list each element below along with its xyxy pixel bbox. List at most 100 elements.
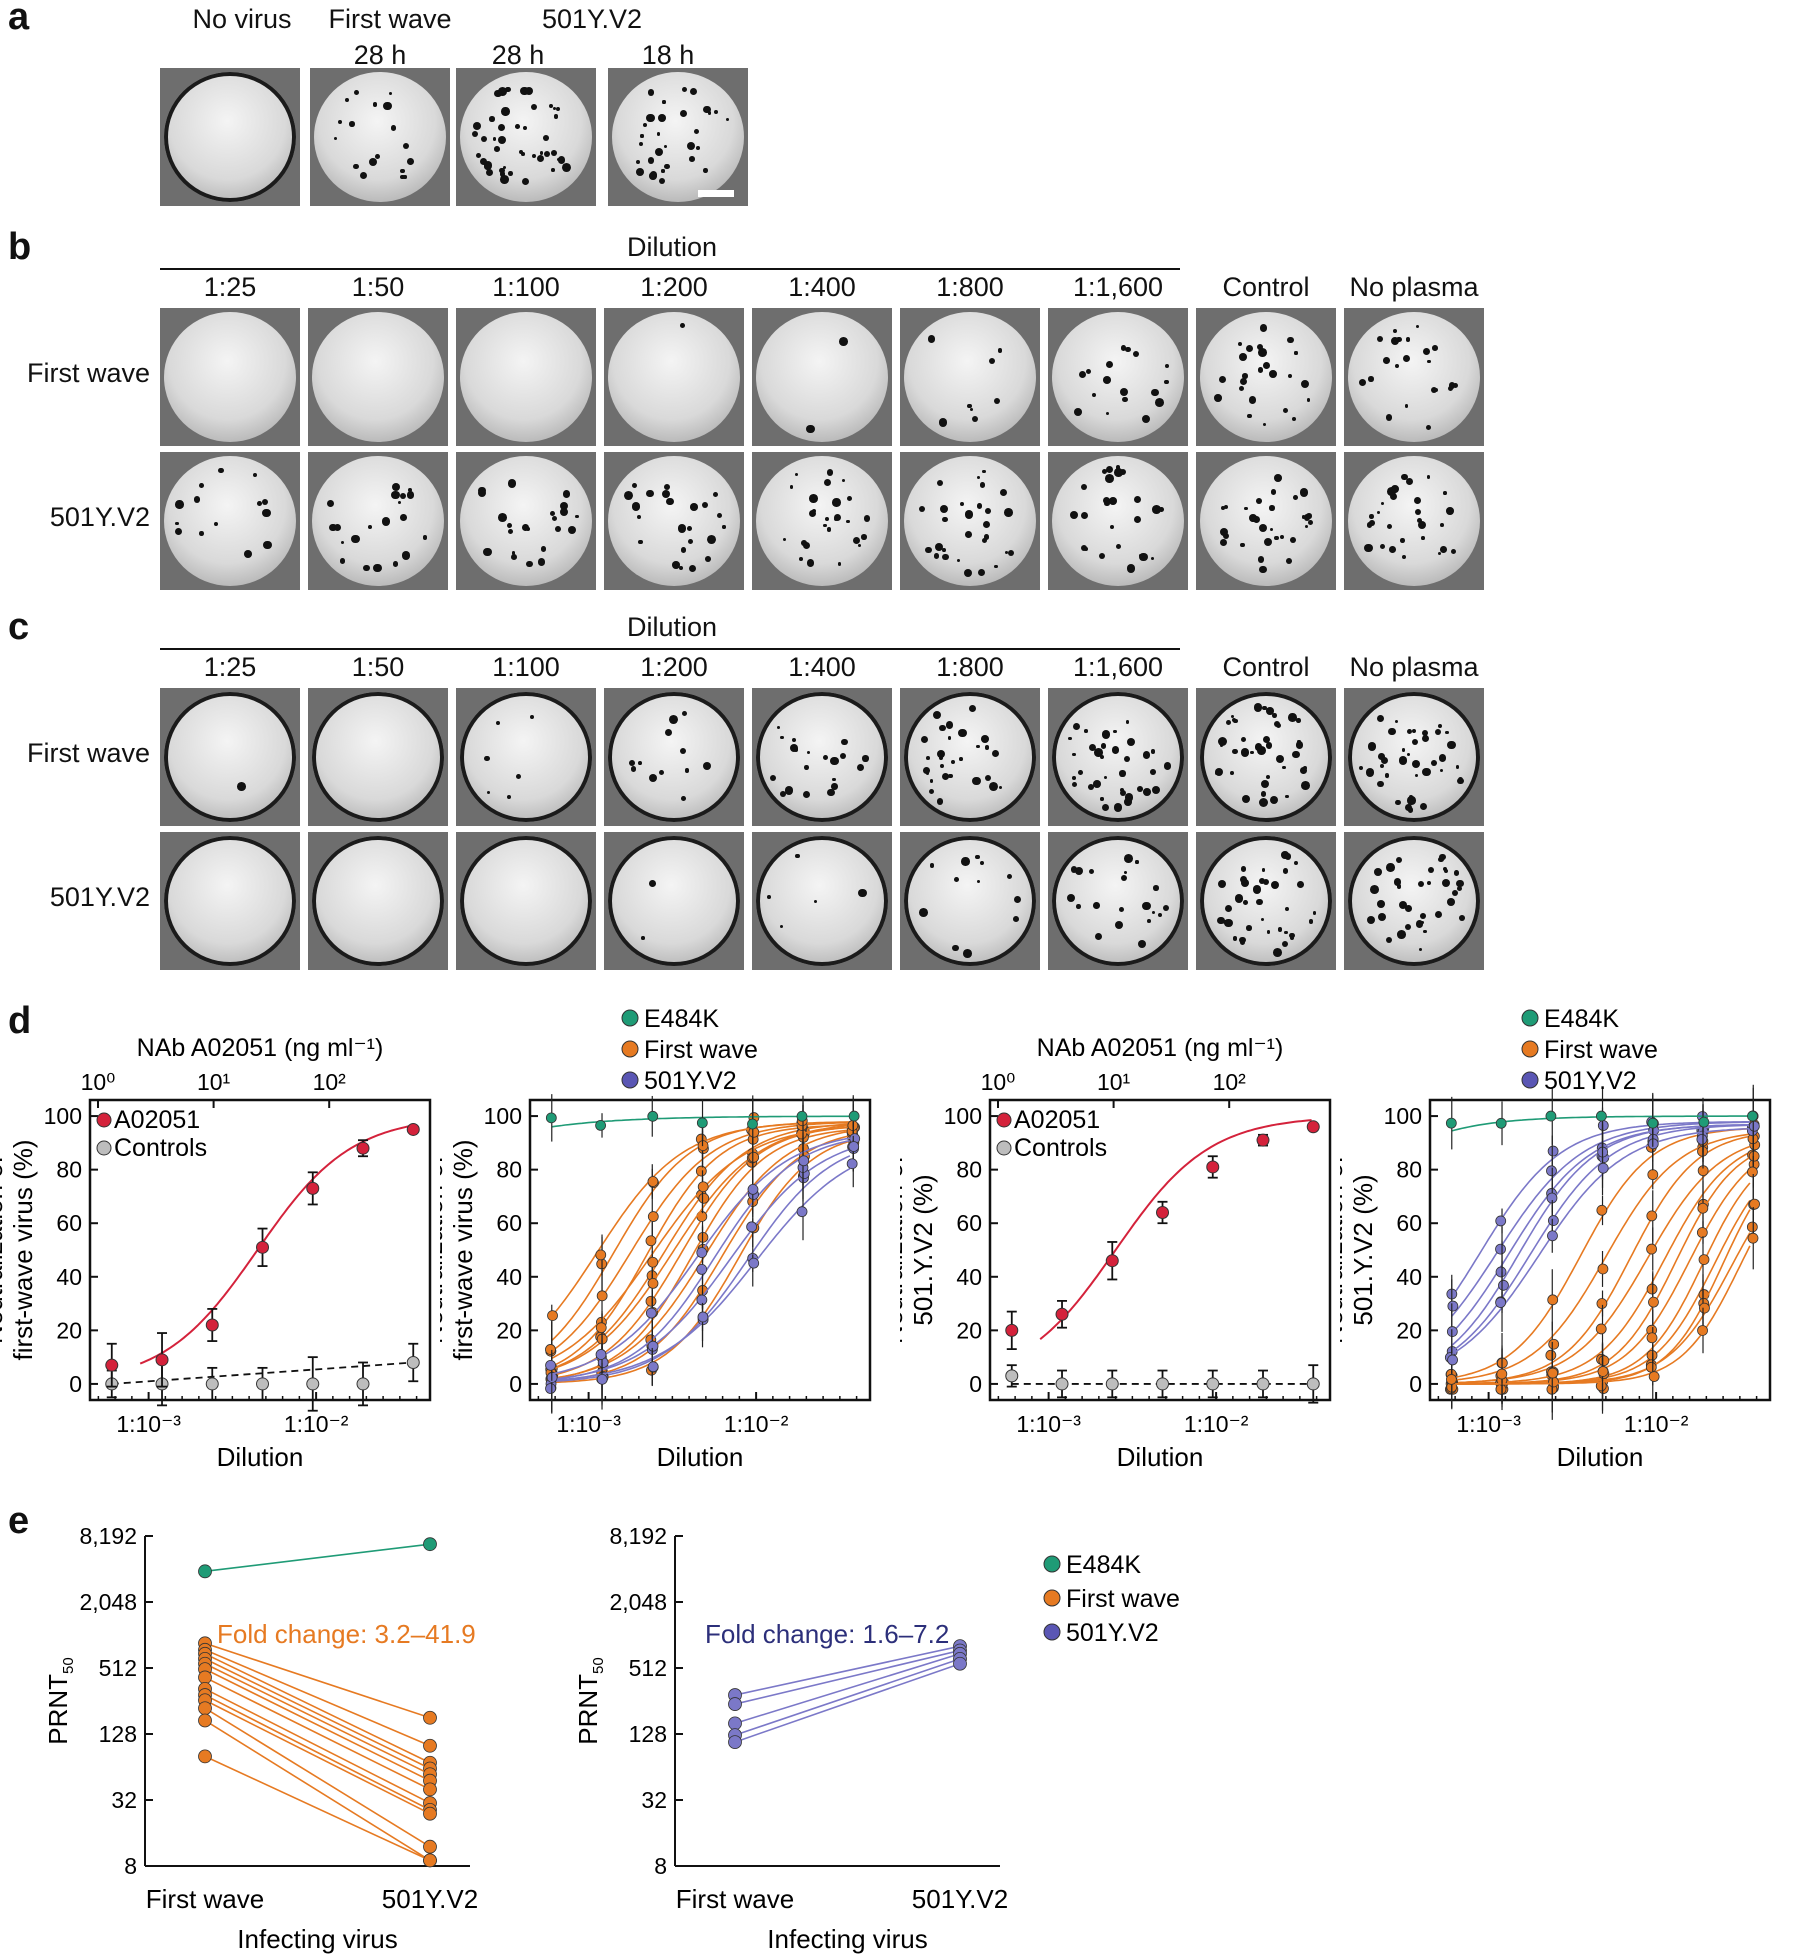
plaque-spot <box>1282 867 1289 874</box>
plaque-well <box>160 452 300 590</box>
y-tick-label: 40 <box>1396 1264 1422 1290</box>
plaque-well <box>604 832 744 970</box>
plaque-spot <box>1425 424 1432 430</box>
plaque-spot <box>1368 513 1374 519</box>
plaque-spot <box>1285 794 1289 799</box>
plaque-spot <box>1219 539 1227 547</box>
well-dish <box>1052 692 1184 822</box>
y-tick-label: 60 <box>956 1210 982 1236</box>
well-dish <box>460 456 592 586</box>
point-501y-v2 <box>1495 1215 1507 1227</box>
plaque-spot <box>520 86 529 96</box>
plaque-spot <box>1386 863 1395 872</box>
plaque-spot <box>1245 345 1253 353</box>
x-axis-label: Dilution <box>1117 1442 1204 1470</box>
top-axis-label: NAb A02051 (ng ml⁻¹) <box>137 1034 384 1062</box>
plaque-spot <box>1413 496 1421 504</box>
plaque-spot <box>661 169 665 173</box>
point-first-wave <box>198 1749 212 1764</box>
plaque-well <box>604 452 744 590</box>
panel-b-dilution-title: Dilution <box>626 232 718 262</box>
legend-label: First wave <box>1544 1036 1658 1064</box>
plaque-spot <box>942 516 948 523</box>
y-tick-label: 60 <box>1396 1210 1422 1236</box>
plaque-spot <box>647 89 655 97</box>
y-tick-label: 0 <box>969 1371 982 1397</box>
plaque-spot <box>655 147 664 157</box>
plaque-spot <box>1240 542 1246 548</box>
plaque-spot <box>947 736 952 741</box>
point-a02051 <box>1055 1307 1069 1321</box>
plaque-spot <box>1101 803 1110 812</box>
plaque-spot <box>175 500 184 509</box>
plaque-spot <box>1081 483 1088 490</box>
plaque-spot <box>1223 918 1233 928</box>
plaque-spot <box>1068 736 1072 741</box>
plaque-spot <box>1390 484 1399 493</box>
plaque-spot <box>1292 750 1300 759</box>
panel-c-dilution-title: Dilution <box>626 612 718 642</box>
plaque-spot <box>402 142 410 150</box>
plaque-spot <box>1239 386 1245 392</box>
plaque-spot <box>636 160 641 164</box>
plaque-spot <box>964 510 974 519</box>
plaque-spot <box>945 721 954 730</box>
plaque-spot <box>1390 492 1398 500</box>
legend-marker <box>621 1071 639 1089</box>
plaque-spot <box>1412 760 1421 769</box>
plaque-spot <box>1270 880 1279 889</box>
plaque-well <box>1048 832 1188 970</box>
legend-label: Controls <box>114 1134 207 1162</box>
point-first-wave <box>698 1192 710 1204</box>
plaque-spot <box>1232 748 1238 754</box>
well-dish <box>756 456 888 586</box>
plaque-spot <box>827 788 835 797</box>
plaque-spot <box>649 172 657 180</box>
plaque-spot <box>983 534 990 540</box>
plaque-spot <box>1287 373 1292 379</box>
point-first-wave <box>545 1344 556 1355</box>
plaque-spot <box>919 908 929 918</box>
plaque-spot <box>388 91 392 95</box>
legend-label: 501Y.V2 <box>1066 1619 1159 1647</box>
plaque-spot <box>481 136 488 143</box>
plaque-spot <box>1418 520 1427 530</box>
column-header: 1:25 <box>203 272 257 302</box>
pair-line-first-wave <box>204 1676 431 1791</box>
plaque-spot <box>1150 768 1157 775</box>
plaque-spot <box>1428 867 1435 874</box>
plaque-spot <box>1288 712 1297 722</box>
plaque-spot <box>925 756 930 760</box>
plaque-spot <box>1119 770 1126 777</box>
column-header: No plasma <box>1349 652 1479 682</box>
plaque-spot <box>666 497 675 506</box>
plaque-spot <box>813 899 817 903</box>
plaque-spot <box>926 771 930 775</box>
plaque-spot <box>1376 510 1380 514</box>
plaque-spot <box>833 516 839 521</box>
plaque-spot <box>1404 404 1409 408</box>
plaque-spot <box>391 490 400 500</box>
point-first-wave <box>1596 1298 1608 1309</box>
pair-line-e484k <box>204 1543 431 1573</box>
plaque-spot <box>1109 524 1114 529</box>
plaque-spot <box>716 512 723 519</box>
plaque-well <box>160 832 300 970</box>
y-tick-label: 100 <box>1384 1103 1422 1129</box>
y-tick-label: 8 <box>124 1853 137 1879</box>
plaque-spot <box>636 167 644 176</box>
column-header: 1:800 <box>936 272 1004 302</box>
legend-marker <box>1043 1623 1061 1641</box>
plaque-spot <box>1284 853 1292 860</box>
plaque-spot <box>1257 348 1267 358</box>
plaque-spot <box>1263 361 1270 369</box>
point-first-wave <box>1598 1355 1610 1367</box>
plaque-spot <box>839 753 846 760</box>
plaque-spot <box>1393 329 1397 334</box>
panel-e-letter: e <box>8 1500 30 1542</box>
plaque-spot <box>1295 741 1303 749</box>
plaque-spot <box>679 747 686 754</box>
plaque-spot <box>497 87 507 96</box>
fit-curve-a02051 <box>1039 1119 1312 1340</box>
y-tick-label: 80 <box>1396 1157 1422 1183</box>
